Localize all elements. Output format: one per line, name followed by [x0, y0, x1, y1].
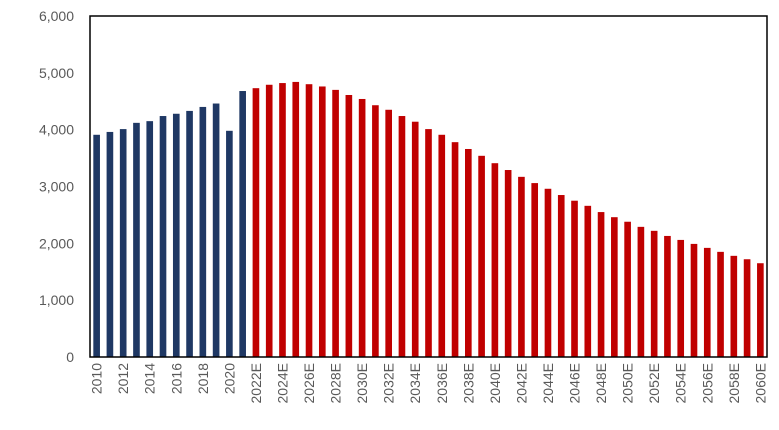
x-tick-label: 2038E — [460, 363, 476, 403]
bar-2022E — [252, 88, 260, 357]
bar-2052E — [650, 230, 658, 357]
y-tick-label: 6,000 — [39, 8, 74, 24]
x-tick-label: 2044E — [540, 363, 556, 403]
x-tick-label: 2042E — [513, 363, 529, 403]
x-tick-label: 2036E — [434, 363, 450, 403]
x-tick-label: 2020 — [221, 363, 237, 394]
bar-2028E — [332, 89, 339, 357]
x-tick-label: 2022E — [248, 363, 264, 403]
x-tick-label: 2012 — [115, 363, 131, 394]
x-tick-label: 2040E — [487, 363, 503, 403]
bar-2043E — [531, 183, 539, 357]
x-tick-label: 2050E — [620, 363, 636, 403]
x-tick-label: 2024E — [274, 363, 290, 403]
bar-2033E — [398, 116, 406, 357]
bar-2036E — [438, 134, 446, 357]
bar-2059E — [743, 259, 751, 357]
x-tick-label: 2014 — [142, 363, 158, 394]
x-tick-label: 2052E — [646, 363, 662, 403]
x-tick-label: 2056E — [699, 363, 715, 403]
x-tick-label: 2048E — [593, 363, 609, 403]
bar-2041E — [504, 170, 512, 357]
x-tick-label: 2034E — [407, 363, 423, 403]
x-tick-label: 2030E — [354, 363, 370, 403]
bar-2051E — [637, 226, 645, 357]
bar-2050E — [624, 221, 631, 357]
bar-2054E — [677, 239, 685, 357]
y-tick-label: 5,000 — [39, 65, 74, 81]
bar-2056E — [703, 247, 711, 357]
y-tick-label: 4,000 — [39, 122, 74, 138]
bar-2019 — [212, 103, 220, 357]
bar-2026E — [305, 84, 313, 357]
bar-2044E — [544, 188, 552, 357]
bar-2055E — [690, 243, 698, 357]
bar-2025E — [292, 81, 300, 357]
bar-2047E — [584, 205, 592, 357]
x-tick-label: 2032E — [381, 363, 397, 403]
bar-2020 — [226, 130, 233, 357]
bar-2037E — [451, 142, 459, 357]
bar-2024E — [279, 83, 286, 358]
x-tick-label: 2060E — [752, 363, 768, 403]
bar-2015 — [159, 116, 167, 357]
bar-2011 — [106, 131, 114, 357]
y-tick-label: 3,000 — [39, 179, 74, 195]
bar-2058E — [730, 255, 738, 357]
bar-2034E — [411, 121, 419, 358]
bar-2035E — [425, 129, 432, 357]
bar-2045E — [557, 195, 565, 357]
bar-2038E — [465, 148, 472, 357]
bar-2012 — [119, 129, 127, 357]
bar-2060E — [757, 263, 764, 357]
x-tick-label: 2016 — [168, 363, 184, 394]
bar-2042E — [518, 176, 525, 357]
bar-2039E — [478, 155, 485, 357]
bar-2053E — [664, 235, 671, 357]
bar-2046E — [571, 200, 578, 357]
x-tick-label: 2028E — [328, 363, 344, 403]
bar-2010 — [93, 134, 100, 357]
bars — [93, 81, 764, 358]
bar-2017 — [186, 110, 193, 357]
y-axis: 0 1,000 2,000 3,000 4,000 5,000 6,000 — [39, 8, 74, 365]
bar-2021 — [239, 91, 246, 358]
bar-2023E — [265, 84, 273, 357]
bar-2027E — [318, 86, 326, 358]
x-tick-label: 2058E — [726, 363, 742, 403]
x-tick-label: 2018 — [195, 363, 211, 394]
x-axis: 2010 2012 2014 2016 2018 2020 2022E 2024E 2026E 2… — [89, 363, 769, 404]
x-tick-label: 2026E — [301, 363, 317, 403]
bar-2029E — [345, 94, 353, 357]
x-tick-label: 2010 — [89, 363, 105, 394]
x-tick-label: 2054E — [673, 363, 689, 403]
bar-2032E — [385, 109, 392, 358]
y-tick-label: 2,000 — [39, 235, 74, 251]
plot-frame — [89, 15, 768, 358]
bar-2013 — [133, 122, 140, 357]
bar-2014 — [146, 121, 154, 358]
bar-2049E — [611, 217, 618, 357]
bar-2031E — [372, 105, 379, 357]
bar-2030E — [358, 98, 366, 357]
y-tick-label: 0 — [66, 349, 74, 365]
x-tick-label: 2046E — [567, 363, 583, 403]
y-tick-label: 1,000 — [39, 292, 74, 308]
bar-2057E — [717, 251, 724, 357]
bar-2040E — [491, 163, 499, 357]
bar-2018 — [199, 106, 207, 357]
bar-2048E — [597, 212, 605, 357]
bar-2016 — [172, 113, 180, 358]
